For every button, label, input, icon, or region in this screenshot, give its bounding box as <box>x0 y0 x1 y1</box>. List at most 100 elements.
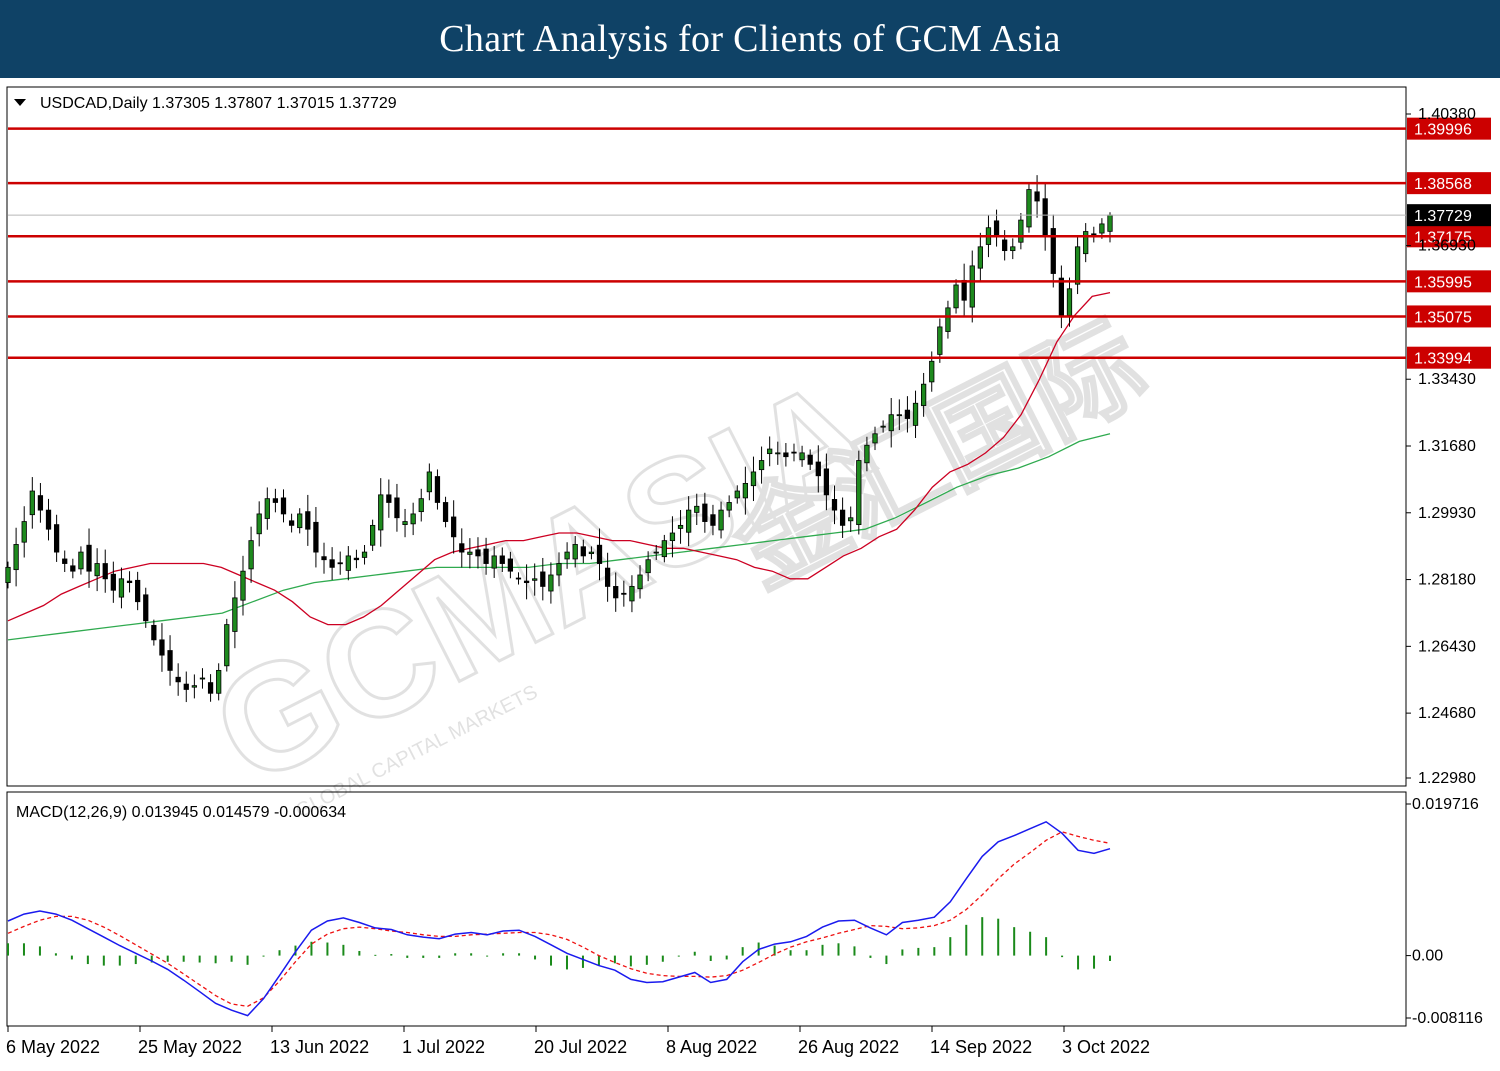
candle <box>977 232 983 283</box>
candle <box>29 477 35 529</box>
candle <box>151 619 157 646</box>
candle <box>799 445 805 467</box>
macd-main-line <box>7 820 1111 1017</box>
macd-hist-bar <box>805 950 808 956</box>
candle <box>321 542 327 574</box>
candle <box>507 551 514 579</box>
macd-hist-bar <box>134 955 137 965</box>
x-tick-label: 20 Jul 2022 <box>534 1037 627 1057</box>
candle <box>548 562 554 604</box>
macd-hist-bar <box>1045 937 1048 956</box>
macd-hist-bar <box>917 947 920 956</box>
candle <box>207 674 214 702</box>
candle <box>345 546 351 581</box>
candle <box>313 506 319 568</box>
macd-hist-bar <box>661 955 664 962</box>
candle <box>848 506 854 533</box>
y-tick-label: 1.22980 <box>1418 770 1476 787</box>
macd-hist-bar <box>565 955 568 970</box>
candle <box>135 571 141 611</box>
macd-hist-bar <box>981 917 984 956</box>
candle <box>1083 223 1089 263</box>
candle <box>199 668 206 689</box>
candle <box>823 453 830 511</box>
macd-hist-bar <box>230 955 233 962</box>
candle <box>904 396 911 433</box>
candle <box>53 514 60 562</box>
candle <box>1018 212 1024 250</box>
candle <box>686 496 692 547</box>
candle <box>499 547 505 573</box>
candle <box>564 542 570 569</box>
symbol-dropdown-icon[interactable] <box>14 99 26 106</box>
candle <box>5 561 11 589</box>
macd-hist-bar <box>7 943 9 956</box>
candle <box>126 571 133 593</box>
level-label: 1.35075 <box>1414 309 1472 326</box>
macd-hist-bar <box>374 954 377 956</box>
candle <box>888 397 894 448</box>
macd-hist-bar <box>150 955 153 963</box>
candle <box>361 544 368 565</box>
y-tick-label: 1.29930 <box>1418 505 1476 522</box>
macd-hist-bar <box>901 949 904 956</box>
candle <box>329 547 335 580</box>
candle <box>386 479 392 518</box>
y-tick-label: 1.24680 <box>1418 705 1476 722</box>
current-price-label: 1.37729 <box>1414 208 1472 225</box>
macd-hist-bar <box>597 955 600 966</box>
candle <box>118 567 125 609</box>
macd-hist-bar <box>1077 955 1080 970</box>
candle <box>370 519 376 551</box>
candle <box>37 483 44 523</box>
candle <box>78 546 84 575</box>
x-tick-label: 13 Jun 2022 <box>270 1037 369 1057</box>
macd-hist-bar <box>965 924 968 956</box>
candle <box>815 445 821 493</box>
candle <box>839 497 846 538</box>
level-label: 1.37175 <box>1414 229 1472 246</box>
candle <box>94 548 100 592</box>
y-tick-label: 1.40380 <box>1418 106 1476 123</box>
macd-hist-bar <box>645 955 648 965</box>
y-tick-label: 1.31680 <box>1418 438 1476 455</box>
level-label: 1.39996 <box>1414 122 1472 139</box>
candle <box>483 537 489 575</box>
macd-hist-bar <box>837 943 840 956</box>
macd-hist-bar <box>54 953 57 956</box>
candle <box>604 552 611 602</box>
level-label-box <box>1407 225 1491 248</box>
level-label-box <box>1407 172 1491 195</box>
candle <box>86 528 92 588</box>
candle <box>1074 236 1081 295</box>
candle <box>272 488 279 513</box>
macd-hist-bar <box>869 955 872 958</box>
macd-hist-bar <box>358 950 361 956</box>
macd-panel-frame <box>6 791 1407 1027</box>
candle <box>264 487 270 530</box>
candle <box>969 250 975 323</box>
candle <box>1010 238 1016 260</box>
candle <box>1050 214 1056 288</box>
macd-hist-bar <box>182 955 185 962</box>
candle <box>953 279 959 314</box>
candle <box>767 436 773 467</box>
candle <box>191 674 197 699</box>
candle <box>475 537 481 569</box>
macd-y-tick-label: -0.008116 <box>1412 1010 1483 1027</box>
candle <box>945 300 951 339</box>
candle <box>378 478 384 547</box>
macd-hist-bar <box>214 955 217 964</box>
level-label-box <box>1407 305 1491 328</box>
candle <box>937 318 943 363</box>
candle <box>758 446 765 484</box>
candle <box>791 443 797 462</box>
candle <box>523 564 530 600</box>
macd-hist-bar <box>581 955 584 968</box>
macd-hist-bar <box>166 955 169 962</box>
macd-hist-bar <box>486 955 489 957</box>
x-tick-label: 14 Sep 2022 <box>930 1037 1032 1057</box>
candle <box>426 463 432 501</box>
macd-hist-bar <box>821 944 824 956</box>
candle <box>596 528 603 581</box>
